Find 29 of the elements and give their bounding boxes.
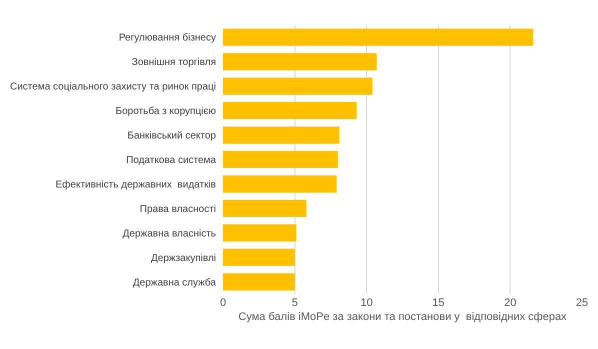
x-tick-label: 20 bbox=[504, 297, 516, 309]
bar bbox=[223, 53, 377, 70]
y-tick-label: Права власності bbox=[140, 204, 216, 215]
bar bbox=[223, 224, 296, 242]
x-tick-label: 5 bbox=[292, 297, 298, 309]
y-tick-label: Зовнішня торгівля bbox=[132, 57, 216, 68]
bar bbox=[223, 28, 534, 46]
bar bbox=[223, 126, 340, 144]
y-tick-label: Державна служба bbox=[132, 277, 216, 288]
y-tick-label: Податкова система bbox=[126, 155, 216, 166]
x-tick-label: 25 bbox=[576, 297, 588, 309]
y-tick-label: Державна власність bbox=[122, 228, 216, 240]
x-tick-label: 0 bbox=[220, 297, 226, 309]
bar bbox=[223, 78, 372, 95]
x-tick-label: 10 bbox=[360, 297, 373, 309]
bar bbox=[223, 273, 295, 290]
y-tick-label: Регулювання бізнесу bbox=[118, 32, 216, 44]
y-tick-label: Банківський сектор bbox=[127, 130, 216, 142]
bar bbox=[223, 175, 336, 193]
x-tick-label: 15 bbox=[432, 297, 445, 309]
bar bbox=[223, 102, 357, 120]
y-tick-label: Боротьба з корупцією bbox=[116, 106, 216, 118]
y-tick-label: Система соціального захисту та ринок праці bbox=[10, 82, 216, 93]
y-tick-label: Ефективність державних видатків bbox=[56, 179, 216, 190]
bar bbox=[223, 150, 338, 168]
bar bbox=[223, 248, 295, 266]
y-tick-label: Держзакупівлі bbox=[151, 252, 216, 264]
x-axis-title: Сума балів iMoPe за закони та постанови у відповідних сферах bbox=[238, 311, 568, 324]
bar bbox=[223, 200, 306, 217]
